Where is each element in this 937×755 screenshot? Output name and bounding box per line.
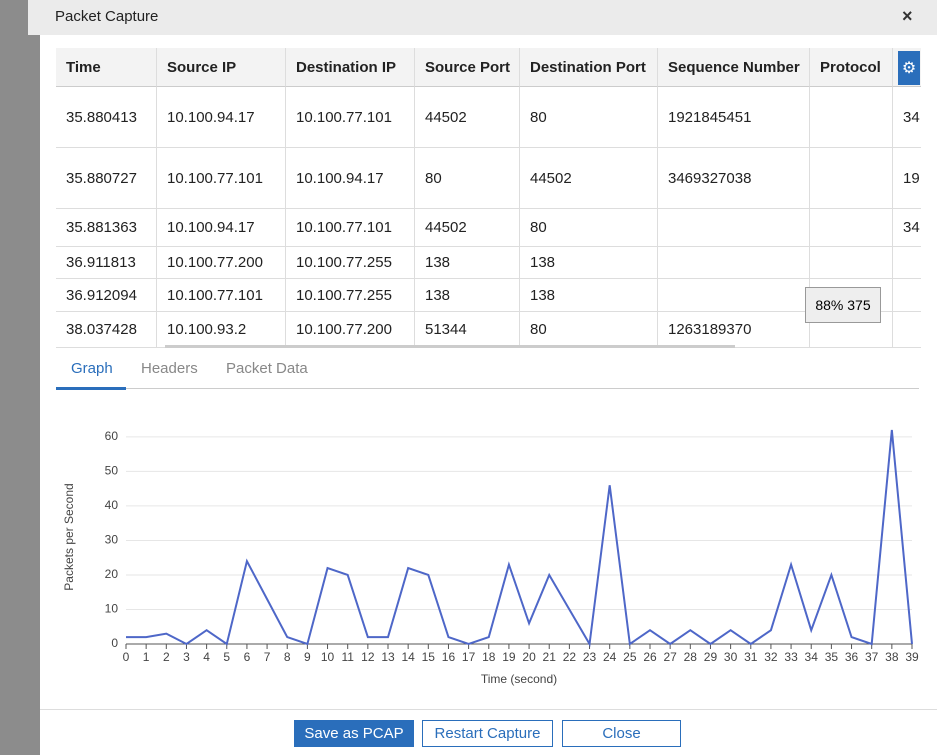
- table-cell: 138: [520, 279, 658, 312]
- table-cell: 10.100.94.17: [157, 87, 286, 148]
- scrollbar: [165, 345, 735, 348]
- table-cell: 10.100.77.200: [286, 312, 415, 348]
- column-header: Destination Port: [520, 48, 658, 87]
- table-cell: 36.912094: [56, 279, 157, 312]
- tab-divider: [56, 388, 919, 389]
- tab-underline: [56, 387, 126, 390]
- table-cell: 44502: [520, 148, 658, 209]
- table-cell: 10.100.77.255: [286, 279, 415, 312]
- table-cell: 19: [893, 148, 921, 209]
- table-cell: 34: [893, 87, 921, 148]
- button[interactable]: Save as PCAP: [294, 720, 414, 747]
- table-cell: [810, 209, 893, 247]
- table-cell: 35.880727: [56, 148, 157, 209]
- table-cell: 35.881363: [56, 209, 157, 247]
- dialog-title: Packet Capture: [55, 8, 158, 25]
- table-cell: 80: [520, 87, 658, 148]
- table-cell: 138: [520, 247, 658, 279]
- table-cell: 10.100.77.101: [286, 87, 415, 148]
- table-cell: [893, 279, 921, 312]
- column-header: Source IP: [157, 48, 286, 87]
- table-cell: 10.100.77.200: [157, 247, 286, 279]
- column-header: Source Port: [415, 48, 520, 87]
- column-header: Protocol: [810, 48, 893, 87]
- table-cell: 138: [415, 279, 520, 312]
- button[interactable]: Close: [562, 720, 681, 747]
- table-cell: 10.100.94.17: [286, 148, 415, 209]
- table-cell: 1921845451: [658, 87, 810, 148]
- table-cell: 1263189370: [658, 312, 810, 348]
- table-cell: 80: [520, 312, 658, 348]
- column-header: Destination IP: [286, 48, 415, 87]
- table-cell: 80: [520, 209, 658, 247]
- column-header: Time: [56, 48, 157, 87]
- table-cell: [893, 312, 921, 348]
- table-cell: 80: [415, 148, 520, 209]
- table-cell: 10.100.77.255: [286, 247, 415, 279]
- table-cell: 44502: [415, 87, 520, 148]
- table-cell: 51344: [415, 312, 520, 348]
- table-cell: 10.100.94.17: [157, 209, 286, 247]
- table-cell: [658, 209, 810, 247]
- packet-table: TimeSource IPDestination IPSource PortDe…: [56, 48, 921, 348]
- table-cell: 3469327038: [658, 148, 810, 209]
- tab[interactable]: Packet Data: [226, 360, 308, 377]
- button[interactable]: Restart Capture: [422, 720, 553, 747]
- tab[interactable]: Headers: [141, 360, 198, 377]
- footer-divider: [40, 709, 937, 710]
- close-icon[interactable]: ×: [902, 6, 913, 27]
- table-cell: [810, 247, 893, 279]
- table-cell: 10.100.77.101: [286, 209, 415, 247]
- table-cell: 44502: [415, 209, 520, 247]
- settings-button[interactable]: ⚙: [898, 51, 920, 85]
- column-header: Sequence Number: [658, 48, 810, 87]
- table-cell: 10.100.77.101: [157, 148, 286, 209]
- table-cell: 10.100.93.2: [157, 312, 286, 348]
- table-cell: 34: [893, 209, 921, 247]
- table-cell: [810, 148, 893, 209]
- table-cell: [893, 247, 921, 279]
- tooltip: 88% 375: [805, 287, 881, 323]
- table-cell: 38.037428: [56, 312, 157, 348]
- table-cell: 138: [415, 247, 520, 279]
- table-cell: 35.880413: [56, 87, 157, 148]
- table-cell: 10.100.77.101: [157, 279, 286, 312]
- tab[interactable]: Graph: [71, 360, 113, 377]
- dialog-header: [28, 0, 937, 35]
- table-cell: 36.911813: [56, 247, 157, 279]
- table-cell: [658, 279, 810, 312]
- table-cell: [810, 87, 893, 148]
- table-cell: [658, 247, 810, 279]
